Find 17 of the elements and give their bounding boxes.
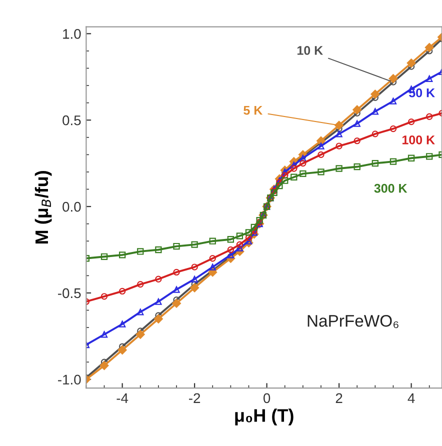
text: 5 K xyxy=(244,106,263,115)
x-tick-label: -2 xyxy=(189,393,200,403)
y-tick-label: -0.5 xyxy=(58,288,81,298)
series-label: 300 K xyxy=(374,184,408,193)
y-tick-label: -1.0 xyxy=(58,374,81,385)
x-tick-label: -4 xyxy=(116,393,128,403)
y-tick-label: 1.0 xyxy=(63,29,81,39)
y-tick-label: 0.5 xyxy=(62,115,81,126)
x-axis-title: μ₀H (T) xyxy=(235,408,294,426)
series-label: 100 K xyxy=(402,135,435,144)
y-axis-title: M (μ$_{B}$/fu) xyxy=(34,171,52,244)
text: 10 K xyxy=(297,46,323,55)
annotation: NaPrFeWO₆ xyxy=(308,314,398,328)
y-tick-label: 0.0 xyxy=(62,202,81,212)
x-tick-label: 0 xyxy=(263,393,270,404)
x-tick-label: 2 xyxy=(336,393,342,403)
x-tick-label: 4 xyxy=(408,393,415,403)
